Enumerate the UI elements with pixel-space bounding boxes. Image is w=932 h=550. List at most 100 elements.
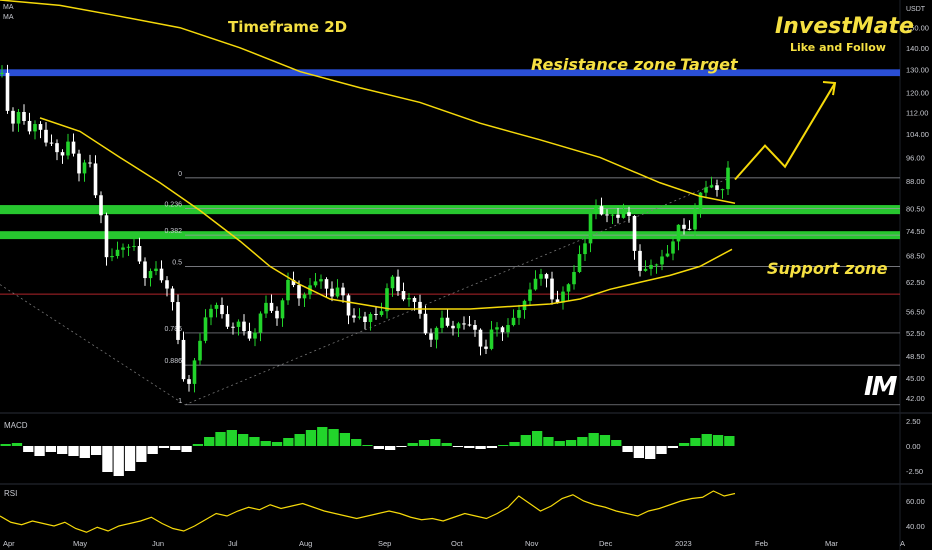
time-axis-tick: Jun xyxy=(152,539,164,548)
fib-level-label: 0.236 xyxy=(164,202,182,209)
candle-body xyxy=(247,331,252,339)
candle-body xyxy=(44,129,48,143)
candle-body xyxy=(396,276,400,292)
macd-histogram-bar xyxy=(181,446,192,452)
macd-histogram-bar xyxy=(102,446,113,472)
macd-histogram-bar xyxy=(656,446,667,454)
candle-body xyxy=(22,112,26,121)
price-axis-tick: 74.50 xyxy=(906,227,925,236)
moving-average-line xyxy=(39,117,733,310)
macd-histogram-bar xyxy=(554,441,565,446)
candle-body xyxy=(192,360,197,384)
macd-histogram-bar xyxy=(577,437,588,446)
price-axis-tick: 130.00 xyxy=(906,65,929,74)
candle-body xyxy=(687,228,692,230)
candle-body xyxy=(368,314,373,322)
candle-body xyxy=(176,302,180,340)
candle-body xyxy=(577,254,582,272)
candle-body xyxy=(654,264,659,266)
candle-body xyxy=(495,327,499,330)
candle-body xyxy=(390,276,395,289)
rsi-axis-tick: 60.00 xyxy=(906,497,925,506)
time-axis-tick: 2023 xyxy=(675,539,692,548)
candle-body xyxy=(60,152,65,156)
candle-body xyxy=(49,142,54,144)
candle-body xyxy=(544,274,549,279)
candle-body xyxy=(302,294,307,299)
macd-histogram-bar xyxy=(441,443,452,446)
candle-body xyxy=(258,313,263,333)
candle-body xyxy=(77,153,81,174)
time-axis-tick: Feb xyxy=(755,539,768,548)
time-axis-tick: May xyxy=(73,539,87,548)
fib-level-label: 0 xyxy=(178,171,182,178)
currency-label: USDT xyxy=(906,6,926,13)
candle-body xyxy=(621,212,626,218)
macd-histogram-bar xyxy=(226,430,237,446)
candle-body xyxy=(93,163,98,196)
macd-histogram-bar xyxy=(283,438,294,446)
target-arrowhead xyxy=(822,81,837,96)
macd-axis-tick: 2.50 xyxy=(906,417,921,426)
candle-body xyxy=(104,215,109,258)
candle-body xyxy=(242,321,246,332)
candle-body xyxy=(698,192,703,209)
candle-body xyxy=(38,124,43,130)
macd-histogram-bar xyxy=(237,434,249,446)
candle-body xyxy=(693,208,697,230)
candle-body xyxy=(291,279,296,286)
candle-body xyxy=(181,339,186,380)
fib-level-label: 1 xyxy=(178,398,182,405)
candle-body xyxy=(286,279,290,301)
candle-body xyxy=(599,206,604,215)
candle-body xyxy=(225,314,230,327)
candle-body xyxy=(379,311,384,316)
candle-body xyxy=(71,141,76,154)
candle-body xyxy=(143,261,147,279)
candle-body xyxy=(170,288,175,303)
candle-body xyxy=(209,308,213,318)
candle-body xyxy=(533,278,538,290)
macd-histogram-bar xyxy=(34,446,45,456)
candle-body xyxy=(473,325,477,330)
macd-histogram-bar xyxy=(712,435,724,446)
candle-body xyxy=(500,327,505,333)
macd-histogram-bar xyxy=(509,442,520,446)
fib-level-label: 0.382 xyxy=(164,228,182,235)
macd-label: MACD xyxy=(4,421,28,430)
candle-body xyxy=(676,224,681,242)
macd-histogram-bar xyxy=(611,440,622,446)
candle-body xyxy=(297,285,301,299)
candle-body xyxy=(632,215,637,251)
time-axis-tick: Aug xyxy=(299,539,312,548)
support-zone-band xyxy=(0,205,900,215)
candle-body xyxy=(55,143,59,153)
candle-body xyxy=(110,255,114,258)
candle-body xyxy=(665,253,670,257)
candle-body xyxy=(148,271,153,279)
macd-histogram-bar xyxy=(45,446,57,452)
candle-body xyxy=(198,340,202,361)
candle-body xyxy=(594,206,598,214)
candle-body xyxy=(429,333,433,340)
candle-body xyxy=(352,315,356,318)
candle-body xyxy=(649,264,653,269)
macd-histogram-bar xyxy=(678,443,690,446)
candle-body xyxy=(555,299,560,303)
candle-body xyxy=(363,316,367,322)
candle-body xyxy=(346,295,351,316)
macd-histogram-bar xyxy=(328,429,339,446)
resistance-zone-band xyxy=(0,69,900,77)
candle-body xyxy=(5,72,10,111)
candle-body xyxy=(313,281,318,286)
price-axis-tick: 68.50 xyxy=(906,252,925,261)
rsi-label: RSI xyxy=(4,489,18,498)
candle-body xyxy=(418,301,422,314)
candle-body xyxy=(572,271,576,285)
price-axis-tick: 48.50 xyxy=(906,352,925,361)
ma-label-2: MA xyxy=(3,14,14,21)
candle-body xyxy=(11,110,15,124)
macd-histogram-bar xyxy=(260,441,271,446)
price-axis-tick: 62.50 xyxy=(906,278,925,287)
macd-histogram-bar xyxy=(418,440,430,446)
